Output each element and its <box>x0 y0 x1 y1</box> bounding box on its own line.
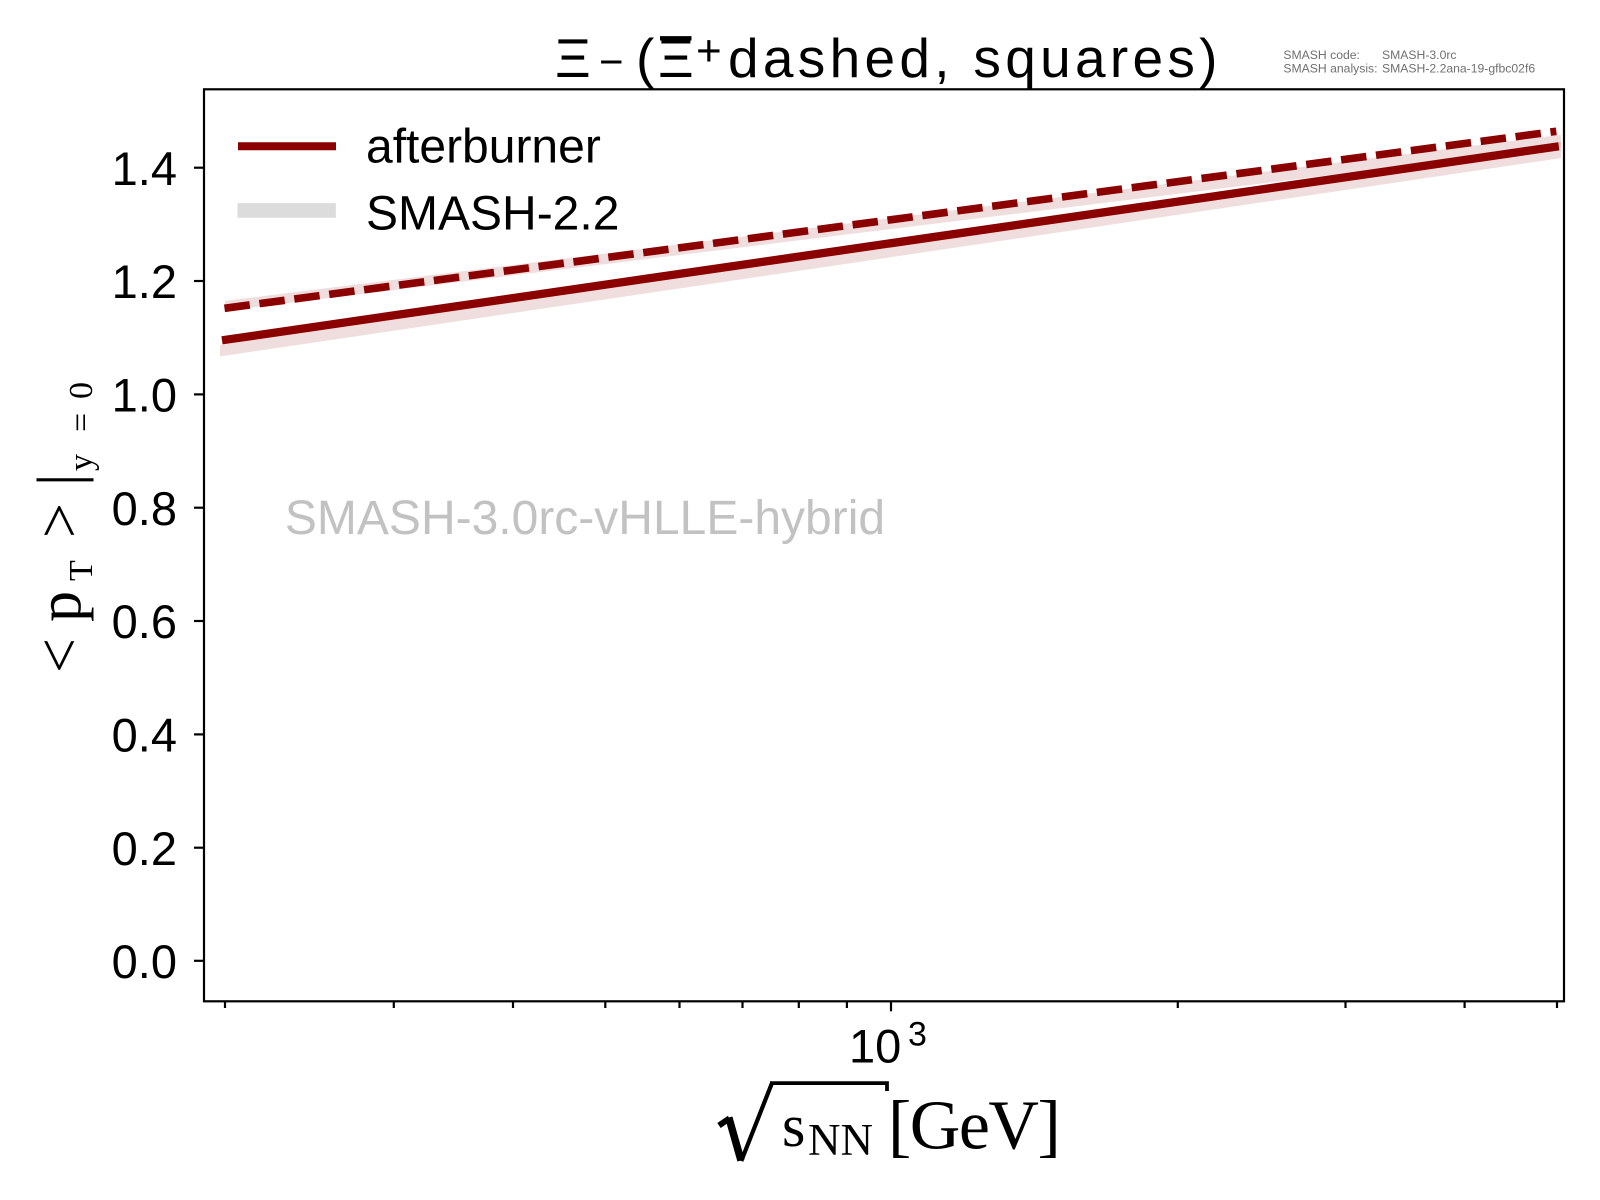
svg-text:SMASH analysis:: SMASH analysis: <box>1283 62 1377 76</box>
svg-text:dashed, squares): dashed, squares) <box>728 27 1222 89</box>
svg-text:SMASH-3.0rc-vHLLE-hybrid: SMASH-3.0rc-vHLLE-hybrid <box>285 492 885 545</box>
svg-text:0: 0 <box>63 382 100 399</box>
svg-text:(: ( <box>636 27 654 89</box>
svg-text:SMASH code:: SMASH code: <box>1283 48 1360 62</box>
svg-text:−: − <box>599 38 624 85</box>
svg-text:0.0: 0.0 <box>112 935 177 988</box>
svg-text:3: 3 <box>908 1016 927 1054</box>
svg-text:NN: NN <box>808 1115 873 1165</box>
svg-text:0.6: 0.6 <box>112 595 177 648</box>
svg-text:1.2: 1.2 <box>112 255 177 308</box>
svg-text:afterburner: afterburner <box>366 121 601 174</box>
svg-text:<: < <box>26 638 94 673</box>
svg-text:0.4: 0.4 <box>112 709 177 762</box>
svg-text:1.4: 1.4 <box>112 142 177 195</box>
svg-text:T: T <box>63 560 100 581</box>
svg-text:>: > <box>26 503 94 538</box>
svg-text:SMASH-3.0rc: SMASH-3.0rc <box>1382 48 1457 62</box>
svg-text:Ξ: Ξ <box>555 27 591 89</box>
svg-text:y: y <box>63 454 100 471</box>
svg-text:0.8: 0.8 <box>112 482 177 535</box>
svg-text:p: p <box>26 591 94 622</box>
svg-text:+: + <box>696 27 722 76</box>
svg-text:SMASH-2.2ana-19-gfbc02f6: SMASH-2.2ana-19-gfbc02f6 <box>1382 62 1535 76</box>
svg-text:SMASH-2.2: SMASH-2.2 <box>366 188 619 241</box>
svg-text:10: 10 <box>849 1020 901 1073</box>
svg-text:0.2: 0.2 <box>112 822 177 875</box>
svg-text:1.0: 1.0 <box>112 369 177 422</box>
svg-text:|: | <box>26 474 94 486</box>
svg-text:[GeV]: [GeV] <box>888 1088 1059 1165</box>
svg-text:=: = <box>63 413 100 432</box>
svg-text:s: s <box>782 1093 805 1159</box>
